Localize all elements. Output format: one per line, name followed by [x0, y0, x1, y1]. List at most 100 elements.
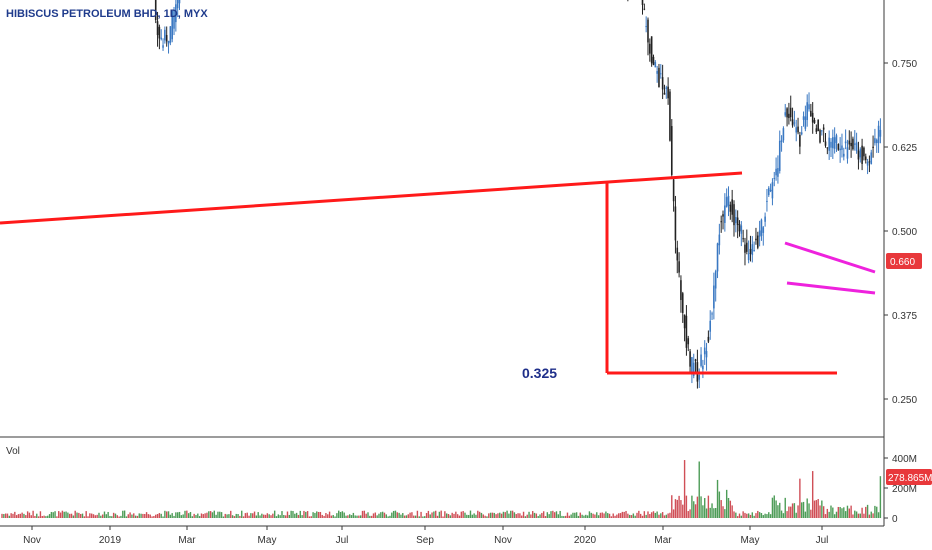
- volume-bar: [738, 513, 741, 518]
- candle-body: [694, 359, 697, 361]
- candle-body: [762, 227, 765, 233]
- volume-bar: [764, 513, 766, 518]
- volume-bar: [627, 513, 629, 518]
- volume-bar: [398, 512, 400, 518]
- volume-bar: [8, 515, 11, 518]
- volume-bar: [169, 514, 172, 518]
- volume-bar: [167, 511, 170, 518]
- volume-bar: [74, 510, 76, 518]
- wedge-lower-line[interactable]: [786, 281, 876, 295]
- volume-bar: [590, 512, 592, 518]
- volume-bar: [151, 516, 153, 518]
- volume-bar: [504, 512, 506, 518]
- candle-body: [788, 113, 790, 119]
- volume-bar: [416, 510, 419, 518]
- volume-bar: [3, 514, 5, 518]
- volume-bar: [294, 513, 296, 518]
- candle-body: [736, 217, 739, 226]
- volume-bar: [12, 513, 14, 518]
- volume-bar: [469, 510, 472, 518]
- volume-bar: [396, 512, 398, 518]
- volume-bar: [517, 513, 519, 518]
- candle-body: [786, 108, 788, 118]
- volume-bar: [435, 510, 437, 518]
- candle-body: [830, 141, 832, 148]
- candle-body: [731, 199, 733, 215]
- volume-bar: [471, 514, 474, 518]
- candle-body: [848, 140, 851, 145]
- volume-bar: [575, 512, 578, 518]
- volume-bar: [722, 506, 724, 518]
- time-tick-label: Nov: [494, 535, 512, 546]
- candle-body: [672, 179, 675, 202]
- candle-body: [778, 140, 781, 171]
- volume-bar: [134, 515, 137, 518]
- candle-body: [171, 10, 173, 40]
- candle-body: [707, 336, 710, 342]
- volume-bar: [704, 498, 706, 518]
- volume-bar: [200, 513, 203, 518]
- time-tick-label: Mar: [178, 535, 196, 546]
- volume-bar: [233, 516, 236, 518]
- volume-bar: [497, 513, 499, 518]
- candle-body: [683, 314, 686, 329]
- candle-body: [725, 197, 728, 208]
- volume-bar: [19, 513, 21, 518]
- candle-body: [154, 0, 157, 21]
- volume-bar: [733, 511, 735, 518]
- volume-bar: [246, 512, 248, 518]
- volume-bar: [760, 513, 763, 518]
- candle-body: [158, 26, 161, 39]
- volume-bar: [273, 510, 276, 518]
- candle-body: [716, 243, 719, 272]
- candle-body: [711, 313, 713, 315]
- volume-bar: [206, 512, 208, 518]
- time-tick-label: 2020: [574, 535, 597, 546]
- support-trendline[interactable]: [0, 171, 743, 225]
- volume-bar: [418, 516, 420, 518]
- volume-bar: [742, 511, 744, 518]
- volume-bar: [385, 514, 387, 518]
- candle-body: [824, 141, 827, 146]
- candle-body: [773, 177, 776, 179]
- volume-bar: [596, 512, 598, 518]
- volume-bar: [447, 514, 450, 518]
- volume-bar: [283, 515, 285, 518]
- wedge-upper-line[interactable]: [784, 241, 876, 274]
- volume-bar: [815, 500, 818, 518]
- candle-body: [769, 189, 772, 192]
- candle-body: [872, 146, 874, 149]
- candle-body: [738, 224, 741, 232]
- candle-body: [843, 153, 845, 157]
- candle-body: [756, 235, 759, 248]
- candle-body: [681, 293, 684, 313]
- volume-bar: [661, 512, 664, 518]
- candle-body: [775, 168, 777, 176]
- volume-bar: [801, 502, 803, 518]
- candle-body: [782, 128, 785, 141]
- volume-bar: [486, 516, 488, 518]
- volume-bar: [37, 516, 40, 518]
- candle-body: [691, 357, 693, 373]
- volume-bar: [583, 515, 585, 518]
- volume-bar: [328, 511, 331, 518]
- volume-bar: [755, 513, 757, 518]
- volume-bar: [652, 511, 655, 518]
- price-axis: 1.3751.2501.1251.0000.8750.7500.6250.500…: [884, 59, 917, 406]
- candle-body: [789, 107, 792, 118]
- candle-body: [799, 134, 801, 147]
- volume-bar: [488, 513, 490, 518]
- candle-body: [819, 130, 821, 143]
- volume-bar: [876, 506, 878, 518]
- volume-bar: [193, 513, 195, 518]
- candle-body: [169, 26, 172, 43]
- volume-bar: [535, 513, 538, 518]
- volume-bar: [1, 513, 3, 518]
- volume-bar: [50, 511, 53, 518]
- volume-bar: [658, 514, 660, 518]
- volume-bar: [407, 514, 409, 518]
- candle-body: [802, 116, 805, 120]
- volume-bar: [570, 514, 572, 518]
- volume-bar: [528, 511, 530, 518]
